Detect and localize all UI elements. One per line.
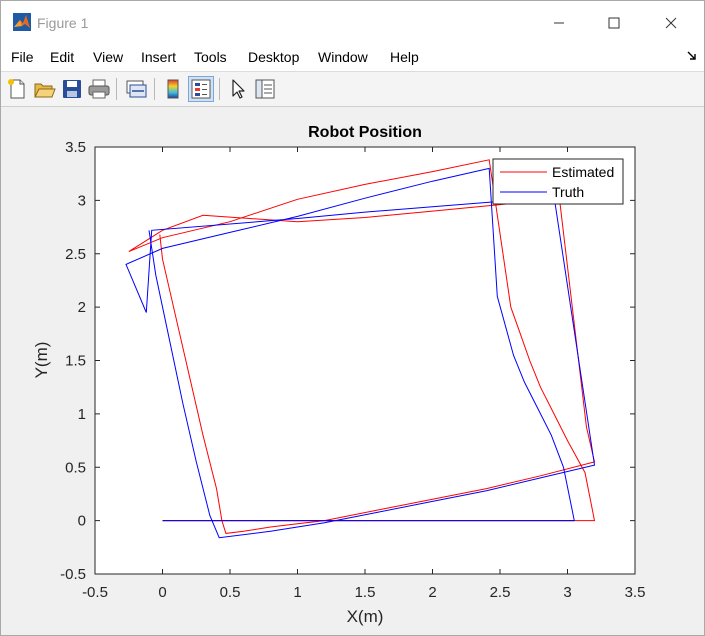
axes-background[interactable] (95, 147, 635, 574)
y-tick-label: 1 (78, 406, 86, 423)
menu-view[interactable]: View (93, 49, 124, 65)
x-tick-label: 3.5 (625, 584, 646, 601)
x-axis-label: X(m) (347, 607, 384, 626)
open-file-icon (34, 83, 56, 98)
x-tick-label: 0 (158, 584, 166, 601)
matlab-icon (13, 13, 31, 31)
toolbar-separator (219, 78, 220, 100)
figure-canvas: -0.5 0 0.5 1 1.5 2 2.5 3 3.5 -0.5 0 0.5 1 1.5 2 2.5 3 3.… (1, 107, 704, 635)
x-tick-label: -0.5 (82, 584, 108, 601)
chart-title: Robot Position (308, 124, 422, 141)
menu-tools[interactable]: Tools (194, 49, 227, 65)
x-tick-label: 1.5 (355, 584, 376, 601)
maximize-button[interactable] (591, 9, 637, 37)
legend[interactable]: Estimated Truth (492, 158, 624, 205)
close-icon (665, 17, 677, 29)
y-tick-label: 2.5 (65, 246, 86, 263)
toolbar-separator (116, 78, 117, 100)
y-ticks: -0.5 0 0.5 1 1.5 2 2.5 3 3.5 (60, 139, 635, 583)
y-tick-label: 2 (78, 299, 86, 316)
edit-plot-button[interactable] (226, 77, 250, 101)
legend-box (492, 158, 624, 205)
print-button[interactable] (87, 77, 111, 101)
save-button[interactable] (60, 77, 84, 101)
toolbar-separator (154, 78, 155, 100)
link-plot-button[interactable] (124, 77, 148, 101)
legend-label-estimated: Estimated (552, 164, 614, 180)
maximize-icon (608, 17, 620, 29)
x-ticks: -0.5 0 0.5 1 1.5 2 2.5 3 3.5 (82, 147, 645, 601)
new-figure-icon (8, 79, 25, 99)
menu-edit[interactable]: Edit (50, 49, 75, 65)
new-figure-button[interactable] (5, 77, 29, 101)
save-icon (63, 80, 81, 98)
y-tick-label: 0 (78, 513, 86, 530)
menu-insert[interactable]: Insert (141, 49, 177, 65)
x-tick-label: 0.5 (220, 584, 241, 601)
menu-desktop[interactable]: Desktop (248, 49, 300, 65)
insert-colorbar-icon (167, 79, 179, 99)
x-tick-label: 1 (293, 584, 301, 601)
print-icon (88, 79, 110, 99)
menu-file[interactable]: File (11, 49, 34, 65)
y-axis-label: Y(m) (32, 342, 51, 379)
x-tick-label: 2 (428, 584, 436, 601)
toolbar (1, 71, 704, 107)
insert-colorbar-button[interactable] (161, 77, 185, 101)
x-tick-label: 2.5 (490, 584, 511, 601)
property-inspector-button[interactable] (253, 77, 277, 101)
insert-legend-icon (191, 79, 211, 99)
y-tick-label: 1.5 (65, 353, 86, 370)
y-tick-label: 0.5 (65, 459, 86, 476)
series-line-truth[interactable] (125, 167, 596, 539)
edit-plot-icon (232, 79, 245, 99)
y-tick-label: 3 (78, 192, 86, 209)
menu-window[interactable]: Window (318, 49, 368, 65)
y-tick-label: -0.5 (60, 566, 86, 583)
insert-legend-button[interactable] (188, 76, 214, 102)
menu-help[interactable]: Help (390, 49, 419, 65)
close-button[interactable] (648, 9, 694, 37)
series-line-estimated[interactable] (128, 159, 596, 534)
y-tick-label: 3.5 (65, 139, 86, 156)
menu-bar: File Edit View Insert Tools Desktop Wind… (1, 45, 704, 71)
plot: -0.5 0 0.5 1 1.5 2 2.5 3 3.5 -0.5 0 0.5 1 1.5 2 2.5 3 3.… (32, 124, 645, 626)
x-tick-label: 3 (563, 584, 571, 601)
minimize-button[interactable] (536, 9, 582, 37)
property-inspector-icon (255, 79, 275, 99)
dock-arrow-icon[interactable] (687, 51, 697, 61)
minimize-icon (554, 22, 564, 24)
open-file-button[interactable] (32, 77, 56, 101)
series-layer (125, 159, 596, 539)
title-bar[interactable]: Figure 1 (1, 1, 704, 45)
link-plot-icon (126, 80, 147, 98)
window-title: Figure 1 (37, 15, 89, 31)
legend-label-truth: Truth (552, 184, 584, 200)
